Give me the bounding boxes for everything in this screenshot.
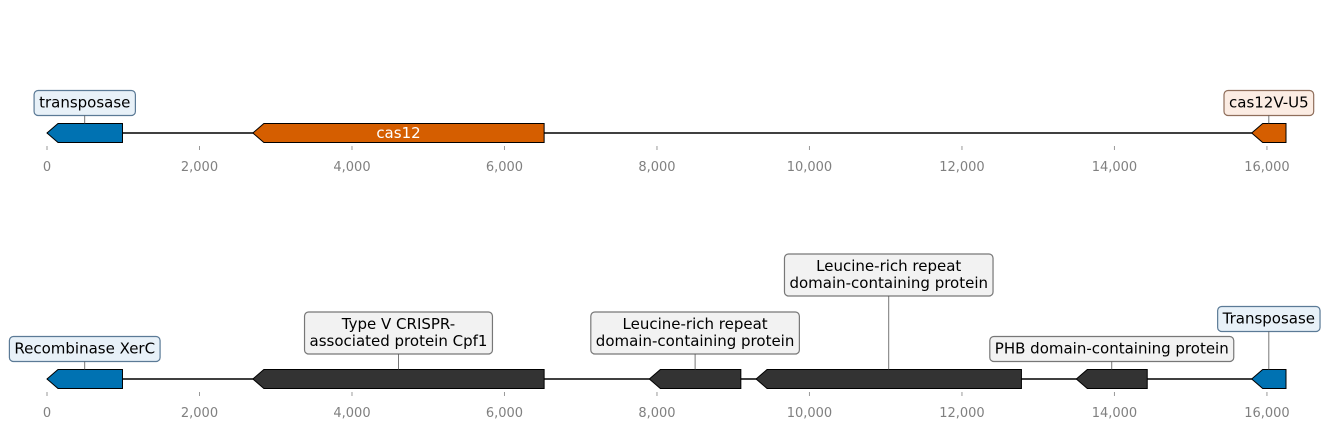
gene-arrow — [252, 123, 545, 143]
gene-label: PHB domain-containing protein — [989, 335, 1235, 370]
axis-tick-label: 0 — [43, 160, 51, 175]
axis-tick-label: 8,000 — [638, 160, 675, 175]
gene-label-text: cas12V-U5 — [1229, 94, 1309, 112]
axis-tick-label: 12,000 — [939, 406, 985, 421]
axis-tick-label: 12,000 — [939, 160, 985, 175]
gene-arrow — [46, 369, 123, 389]
axis-tick-label: 10,000 — [787, 406, 833, 421]
axis-tick-label: 10,000 — [787, 160, 833, 175]
gene-arrow — [755, 369, 1022, 389]
axis-tick-label: 2,000 — [181, 406, 218, 421]
axis-tick-label: 2,000 — [181, 160, 218, 175]
gene-arrow — [648, 369, 742, 389]
gene-label-text: Transposase — [1222, 310, 1315, 328]
gene-label: transposase — [33, 89, 136, 124]
axis-tick-label: 6,000 — [486, 160, 523, 175]
gene-label: cas12V-U5 — [1223, 89, 1315, 124]
gene-inline-label: cas12 — [376, 124, 420, 142]
gene-label-text: transposase — [39, 94, 130, 112]
track-2: 0 2,000 4,000 6,000 8,000 10,000 12,000 14,000 1… — [8, 253, 1321, 421]
gene-label-text: Type V CRISPR-associated protein Cpf1 — [310, 315, 488, 350]
axis-tick-label: 14,000 — [1092, 160, 1138, 175]
axis-tick-label: 0 — [43, 406, 51, 421]
axis-tick-label: 6,000 — [486, 406, 523, 421]
gene-label: Type V CRISPR-associated protein Cpf1 — [303, 311, 494, 370]
gene-label: Leucine-rich repeat domain-containing pro… — [590, 311, 800, 370]
gene-arrow — [1075, 369, 1148, 389]
axis-tick-label: 4,000 — [333, 160, 370, 175]
axis-tick-label: 8,000 — [638, 406, 675, 421]
axis-tick-label: 4,000 — [333, 406, 370, 421]
axis-tick-label: 16,000 — [1244, 160, 1290, 175]
gene-arrow — [252, 369, 545, 389]
track-1: 0 2,000 4,000 6,000 8,000 10,000 12,000 14,000 1… — [33, 89, 1315, 175]
gene-label-text: Leucine-rich repeat domain-containing pro… — [789, 257, 988, 292]
gene-label-text: PHB domain-containing protein — [995, 340, 1229, 358]
gene-arrow — [46, 123, 123, 143]
gene-arrow — [1250, 369, 1287, 389]
gene-label: Recombinase XerC — [8, 335, 161, 370]
gene-arrow — [1250, 123, 1287, 143]
gene-label-text: Leucine-rich repeat domain-containing pro… — [596, 315, 795, 350]
axis-tick-label: 16,000 — [1244, 406, 1290, 421]
gene-label: Leucine-rich repeat domain-containing pro… — [783, 253, 994, 370]
gene-label-text: Recombinase XerC — [14, 340, 155, 358]
axis-tick-label: 14,000 — [1092, 406, 1138, 421]
gene-label: Transposase — [1217, 305, 1321, 370]
